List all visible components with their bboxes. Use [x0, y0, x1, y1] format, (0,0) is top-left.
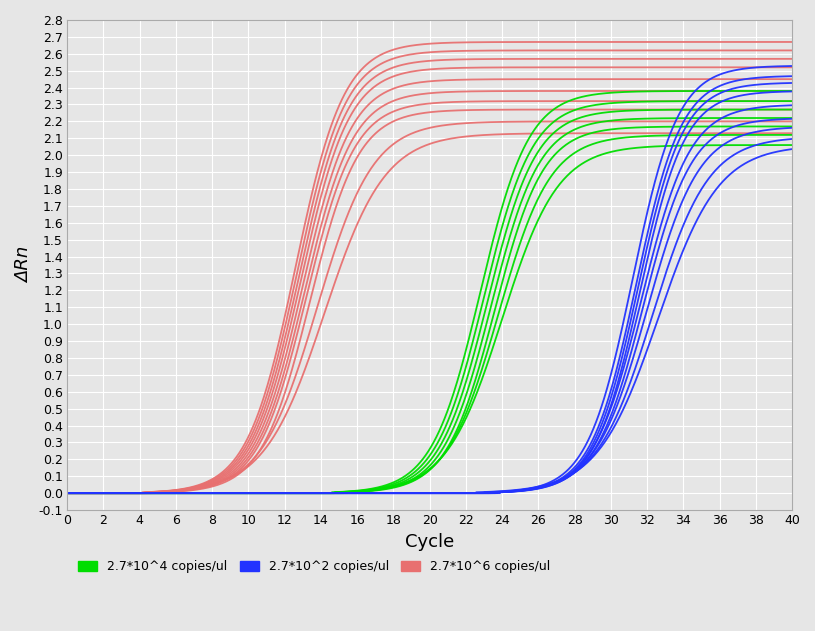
Legend: 2.7*10^4 copies/ul, 2.7*10^2 copies/ul, 2.7*10^6 copies/ul: 2.7*10^4 copies/ul, 2.7*10^2 copies/ul, … [73, 555, 555, 579]
X-axis label: Cycle: Cycle [405, 533, 454, 551]
Y-axis label: ΔRn: ΔRn [15, 247, 33, 283]
